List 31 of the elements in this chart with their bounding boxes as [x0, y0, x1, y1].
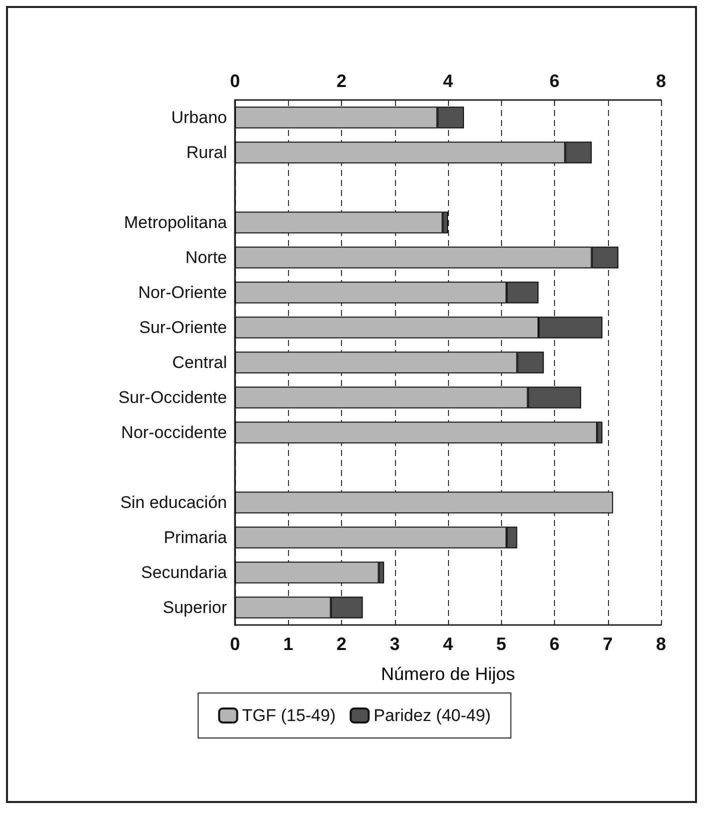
x-tick-label: 4 — [442, 634, 454, 654]
x-tick-label: 0 — [230, 634, 240, 654]
y-tick-label: Metropolitana — [124, 213, 228, 232]
legend-label: Paridez (40-49) — [374, 706, 491, 725]
x2-tick-label: 0 — [230, 71, 240, 91]
bar — [235, 492, 614, 514]
y-tick-label: Urbano — [171, 108, 227, 127]
y-tick-label: Nor-Oriente — [138, 283, 227, 302]
y-tick-label: Secundaria — [140, 563, 228, 582]
x-tick-label: 1 — [283, 634, 294, 654]
y-tick-label: Nor-occidente — [121, 423, 227, 442]
x-tick-label: 6 — [549, 634, 560, 654]
y-tick-label: Sur-Occidente — [118, 388, 227, 407]
y-tick-label: Superior — [162, 598, 228, 617]
y-tick-label: Sur-Oriente — [139, 318, 227, 337]
y-tick-label: Central — [172, 353, 227, 372]
x2-tick-label: 4 — [442, 71, 454, 91]
x-tick-label: 7 — [602, 634, 613, 654]
y-tick-label: Primaria — [164, 528, 228, 547]
x2-tick-label: 2 — [336, 71, 347, 91]
x-tick-label: 5 — [496, 634, 506, 654]
x2-tick-label: 8 — [656, 71, 666, 91]
y-tick-label: Sin educación — [120, 493, 227, 512]
y-tick-label: Rural — [186, 143, 227, 162]
x-tick-label: 2 — [336, 634, 347, 654]
legend-label: TGF (15-49) — [242, 706, 336, 725]
x-axis-title: Número de Hijos — [380, 664, 516, 684]
x-tick-label: 3 — [390, 634, 400, 654]
x-tick-label: 8 — [656, 634, 666, 654]
x2-tick-label: 6 — [549, 71, 560, 91]
y-tick-label: Norte — [185, 248, 227, 267]
